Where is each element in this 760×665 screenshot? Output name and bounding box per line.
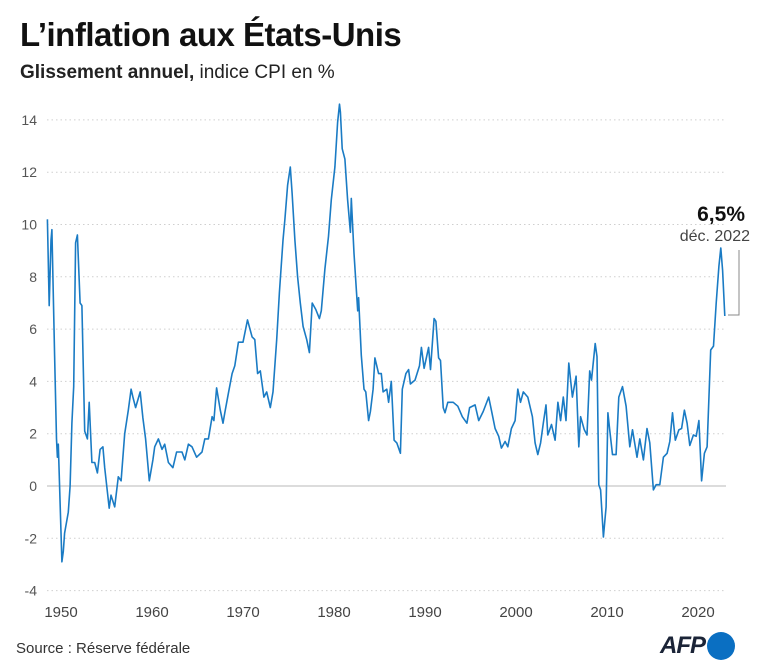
y-tick-label: 4 [29,373,37,389]
x-tick-label: 1990 [408,604,441,621]
x-tick-label: 1960 [135,604,168,621]
x-tick-label: 1970 [226,604,259,621]
y-tick-label: 6 [29,321,37,337]
x-tick-label: 2000 [499,604,532,621]
inflation-series-line [46,103,726,563]
chart-title: L’inflation aux États-Unis [20,16,402,53]
y-tick-label: 0 [29,478,37,494]
logo-circle [707,632,735,660]
logo-text: AFP [660,632,706,659]
annotation-bracket [728,250,740,316]
y-tick-label: 8 [29,269,37,285]
x-tick-label: 1950 [44,604,77,621]
x-tick-label: 1980 [317,604,350,621]
x-tick-label: 2010 [590,604,623,621]
x-tick-label: 2020 [681,604,714,621]
y-tick-label: 10 [21,217,37,233]
afp-logo: AFP [660,632,735,660]
source-note: Source : Réserve fédérale [16,640,191,657]
y-tick-label: -4 [25,583,38,599]
chart-subtitle: Glissement annuel, indice CPI en % [20,62,335,84]
y-tick-label: 14 [21,112,37,128]
y-tick-label: -2 [25,530,38,546]
annotation-value: 6,5% [697,203,745,226]
annotation-label: déc. 2022 [680,228,750,245]
y-tick-label: 12 [21,164,37,180]
y-tick-label: 2 [29,426,37,442]
subtitle-bold: Glissement annuel, [20,62,195,83]
subtitle-rest: indice CPI en % [194,62,335,83]
